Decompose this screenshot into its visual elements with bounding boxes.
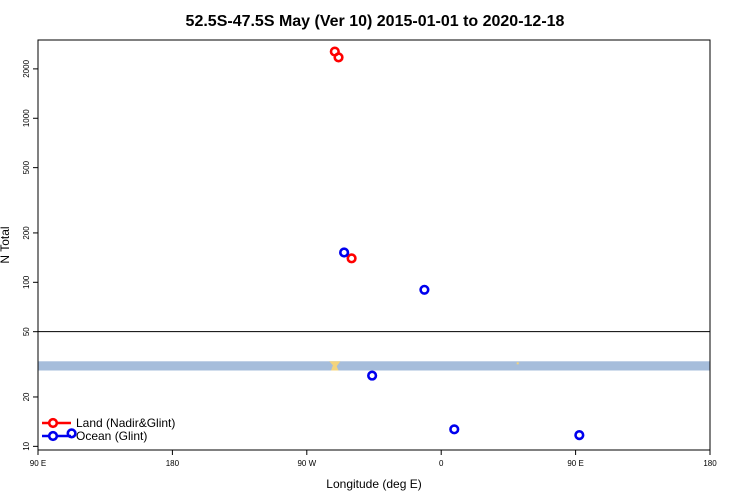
ocean-point <box>339 247 350 258</box>
ocean-point <box>367 370 378 381</box>
y-axis-label: N Total <box>0 226 12 263</box>
land-patch <box>329 361 341 371</box>
x-tick-label: 90 E <box>567 459 583 468</box>
plot-frame <box>37 39 711 451</box>
y-axis: 10 20 50 100 200 500 1000 2000 <box>22 59 38 451</box>
legend-label: Ocean (Glint) <box>76 429 147 443</box>
chart-title: 52.5S-47.5S May (Ver 10) 2015-01-01 to 2… <box>186 13 565 30</box>
x-axis: 90 E 180 90 W 0 90 E 180 <box>30 450 717 468</box>
land-patch <box>516 362 519 365</box>
x-axis-label: Longitude (deg E) <box>326 477 421 491</box>
y-tick-label: 10 <box>22 441 31 450</box>
x-tick-label: 90 W <box>297 459 316 468</box>
ocean-point <box>449 424 460 435</box>
y-tick-label: 20 <box>22 392 31 401</box>
legend-swatch-marker <box>47 417 59 429</box>
coastline-band <box>38 361 710 371</box>
y-tick-label: 50 <box>22 327 31 336</box>
x-tick-label: 180 <box>703 459 717 468</box>
legend: Land (Nadir&Glint)Ocean (Glint) <box>42 416 175 443</box>
coastline-band-fill <box>38 361 710 371</box>
x-tick-label: 180 <box>166 459 180 468</box>
legend-label: Land (Nadir&Glint) <box>76 416 175 430</box>
y-tick-label: 200 <box>22 226 31 240</box>
y-tick-label: 100 <box>22 275 31 289</box>
data-points <box>66 46 585 441</box>
y-tick-label: 1000 <box>22 109 31 127</box>
x-tick-label: 0 <box>439 459 444 468</box>
ocean-point <box>66 428 77 439</box>
y-tick-label: 500 <box>22 160 31 174</box>
legend-swatch-marker <box>47 430 59 442</box>
ocean-point <box>574 430 585 441</box>
land-point <box>346 253 357 264</box>
land-point <box>333 52 344 63</box>
y-tick-label: 2000 <box>22 59 31 77</box>
x-tick-label: 90 E <box>30 459 46 468</box>
ocean-point <box>419 284 430 295</box>
